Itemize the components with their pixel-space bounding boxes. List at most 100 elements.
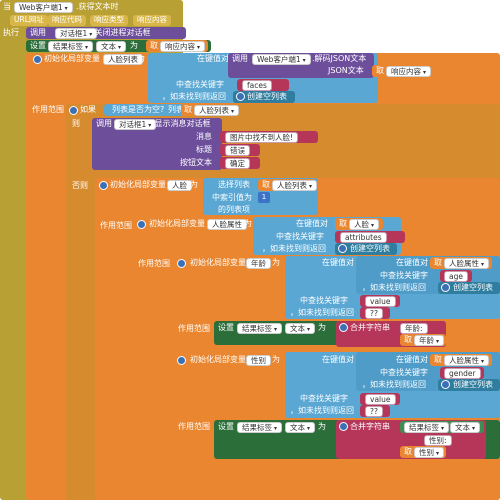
faces-var-name[interactable]: 人脸列表 [103,54,143,65]
gear-icon[interactable] [339,323,348,332]
age-var-name[interactable]: 年龄 [246,258,271,269]
event-component-dropdown[interactable]: Web客户端1 [14,2,73,13]
init-label: 初始化局部变量 [190,258,246,267]
age-key-value[interactable]: age [444,271,468,282]
text-prop-dropdown[interactable]: 文本 [285,422,316,433]
then-label: 则 [72,119,80,128]
response-content-var[interactable]: 响应内容 [160,41,206,52]
gear-icon[interactable] [441,283,450,292]
to-label: 为 [244,219,252,228]
text-prop-dropdown[interactable]: 文本 [96,41,127,52]
result-label-dropdown[interactable]: 结果标签 [404,422,450,433]
not-found-label: ，如未找到则返回 [290,308,354,317]
gear-icon[interactable] [236,92,245,101]
attributes-key-value[interactable]: attributes [340,232,387,243]
attrs-var[interactable]: 人脸属性 [444,258,490,269]
result-label-dropdown[interactable]: 结果标签 [237,422,283,433]
get-label: 取 [150,41,158,50]
find-key-label: 中查找关键字 [276,232,324,241]
event-name-label: .获得文本时 [76,2,119,11]
get-label: 取 [434,258,442,267]
create-empty-list-block[interactable] [438,282,500,294]
faces-var[interactable]: 人脸列表 [272,180,318,191]
not-found-label: ，如未找到则返回 [162,92,226,101]
init-label: 初始化局部变量 [190,355,246,364]
result-label-dropdown[interactable]: 结果标签 [48,41,94,52]
event-do-label: 执行 [3,28,19,37]
get-label: 取 [339,219,347,228]
gender-key-value[interactable]: gender [444,368,481,379]
to-label: 为 [272,258,280,267]
dialog-component-dropdown[interactable]: 对话框1 [114,119,157,130]
value-key-value[interactable]: value [365,296,396,307]
get-label: 取 [404,335,412,344]
lookup-label: 在键值对 [396,258,428,267]
find-key-label: 中查找关键字 [380,271,428,280]
gear-icon[interactable] [339,422,348,431]
not-found-label: ，如未找到则返回 [362,380,426,389]
gear-icon[interactable] [177,356,186,365]
value-key-value[interactable]: value [365,394,396,405]
gear-icon[interactable] [441,380,450,389]
if-label: 如果 [80,105,96,114]
not-found-label: ，如未找到则返回 [290,406,354,415]
event-param-url[interactable]: URL网址 [10,15,48,26]
title-text-value[interactable]: 错误 [225,145,250,156]
event-param-type[interactable]: 响应类型 [90,15,128,26]
faces-var[interactable]: 人脸列表 [194,105,240,116]
gear-icon[interactable] [99,181,108,190]
face-var[interactable]: 人脸 [349,219,380,230]
else-label: 否则 [72,181,88,190]
default-value[interactable]: ?? [365,308,383,319]
gender-var-name[interactable]: 性别 [246,355,271,366]
find-key-label: 中查找关键字 [380,368,428,377]
age-label-text[interactable]: 年龄: [400,323,428,334]
attrs-var[interactable]: 人脸属性 [444,355,490,366]
faces-key-value[interactable]: faces [242,80,272,91]
button-text-value[interactable]: 确定 [225,158,250,169]
event-param-code[interactable]: 响应代码 [48,15,86,26]
set-label: 设置 [30,41,46,50]
to-label: 为 [318,323,326,332]
gender-var[interactable]: 性别 [414,447,445,458]
age-var[interactable]: 年龄 [414,335,445,346]
index-number[interactable]: 1 [258,192,270,203]
gear-icon[interactable] [33,55,42,64]
dialog-component-dropdown[interactable]: 对话框1 [55,28,98,39]
text-prop-dropdown[interactable]: 文本 [285,323,316,334]
json-text-label: JSON文本 [328,66,364,75]
close-method-label: .关闭进程对话框 [92,28,151,37]
select-list-label: 选择列表 [218,180,250,189]
event-param-content[interactable]: 响应内容 [133,15,171,26]
call-label: 调用 [232,54,248,63]
gear-icon[interactable] [177,259,186,268]
scope-label: 作用范围 [100,221,132,230]
create-empty-list-label: 创建空列表 [453,283,493,292]
lookup-label: 在键值对 [396,355,428,364]
get-label: 取 [262,180,270,189]
gear-icon[interactable] [338,244,347,253]
message-label: 消息 [196,132,212,141]
gear-icon[interactable] [137,220,146,229]
web-client-dropdown[interactable]: Web客户端1 [252,54,311,65]
lookup-label: 在键值对 [322,258,354,267]
find-key-label: 中查找关键字 [300,394,348,403]
create-empty-list-block[interactable] [438,379,500,391]
face-var-name[interactable]: 人脸 [167,180,192,191]
create-empty-list-block[interactable] [335,243,397,255]
scope-label: 作用范围 [178,422,210,431]
find-key-label: 中查找关键字 [300,296,348,305]
decode-json-label: .解码JSON文本 [312,54,367,63]
message-text-value[interactable]: 图片中找不到人脸! [225,132,299,143]
list-item-label: 的列表项 [218,205,250,214]
attrs-var-name[interactable]: 人脸属性 [207,219,247,230]
get-label: 取 [184,105,192,114]
to-label: 为 [137,54,145,63]
response-content-var[interactable]: 响应内容 [386,66,432,77]
default-value[interactable]: ?? [365,406,383,417]
gender-label-text[interactable]: 性别: [424,435,452,446]
text-prop-dropdown[interactable]: 文本 [450,422,481,433]
create-empty-list-block[interactable] [233,91,295,103]
result-label-dropdown[interactable]: 结果标签 [237,323,283,334]
gear-icon[interactable] [69,106,78,115]
